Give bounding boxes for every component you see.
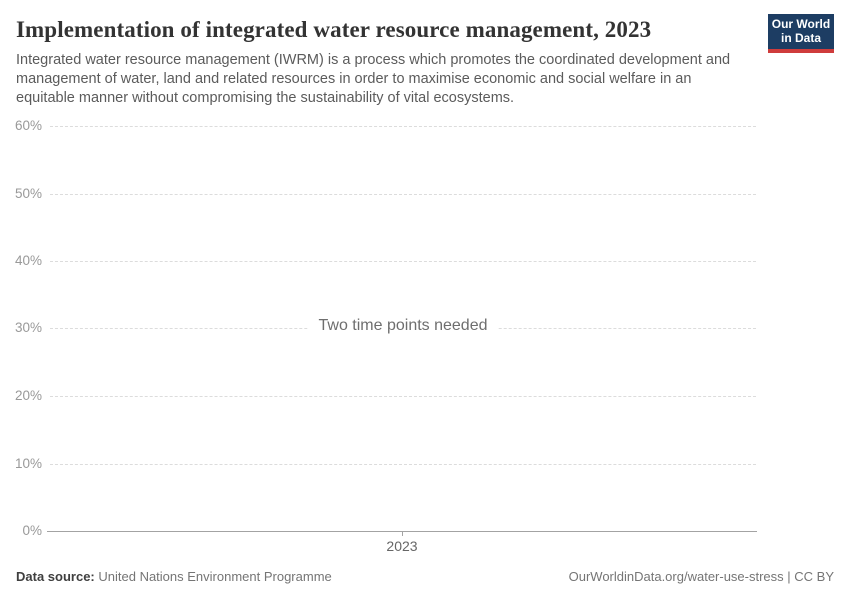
y-tick-label: 40% (14, 253, 42, 268)
datasource-value: United Nations Environment Programme (98, 569, 332, 584)
gridline (50, 464, 756, 465)
y-tick-label: 0% (22, 523, 42, 538)
owid-logo-line1: Our World (771, 17, 831, 31)
y-tick-label: 10% (14, 456, 42, 471)
gridline-row-20: 20% (0, 388, 850, 406)
owid-logo-line2: in Data (780, 30, 821, 45)
x-tick-label-2023: 2023 (386, 538, 418, 554)
gridline-row-40: 40% (0, 253, 850, 271)
chart-subtitle: Integrated water resource management (IW… (16, 52, 731, 106)
gridline (50, 396, 756, 397)
y-tick-label: 30% (14, 320, 42, 335)
gridline-row-50: 50% (0, 186, 850, 204)
gridline (50, 194, 756, 195)
datasource-label: Data source: (16, 569, 95, 584)
empty-message-wrap: Two time points needed (50, 317, 756, 335)
chart-title: Implementation of integrated water resou… (16, 17, 652, 42)
y-tick-label: 60% (14, 118, 42, 133)
y-tick-label: 50% (14, 186, 42, 201)
gridline-row-60: 60% (0, 118, 850, 136)
x-tick-mark (402, 531, 403, 536)
gridline (50, 126, 756, 127)
empty-state-message: Two time points needed (308, 317, 498, 335)
footer-attribution-link[interactable]: OurWorldinData.org/water-use-stress | CC… (568, 569, 834, 584)
footer-datasource: Data source: United Nations Environment … (16, 569, 332, 584)
gridline-row-10: 10% (0, 456, 850, 474)
gridline (50, 261, 756, 262)
y-tick-label: 20% (14, 388, 42, 403)
owid-logo[interactable]: Our World in Data (768, 14, 834, 53)
